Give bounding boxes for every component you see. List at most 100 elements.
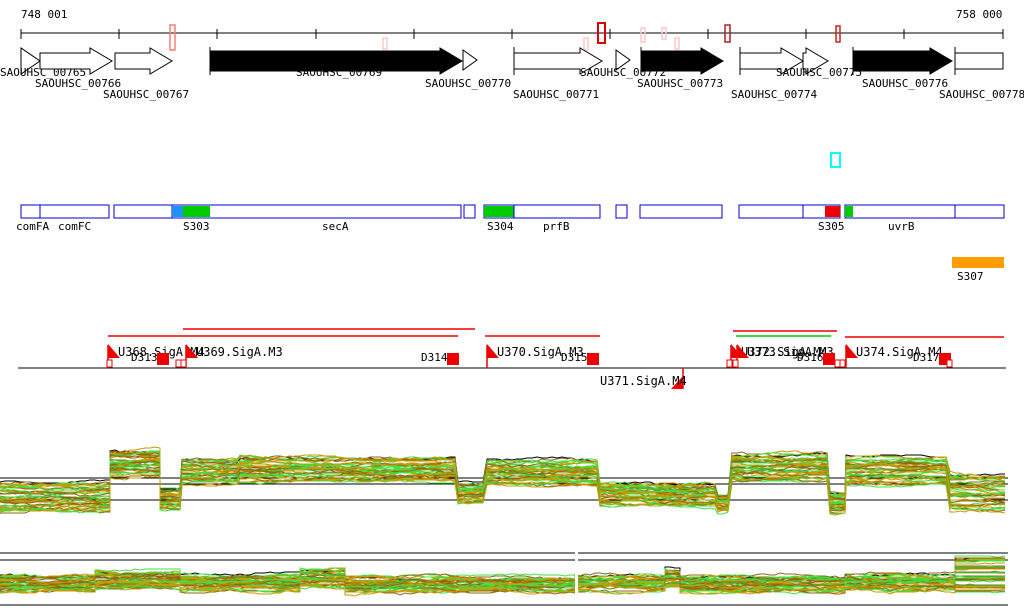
tss-base-square — [839, 359, 846, 368]
tss-flag-up[interactable] — [487, 344, 499, 358]
ruler-start-coordinate: 748 001 — [21, 8, 68, 21]
gene-arrow[interactable] — [852, 47, 953, 75]
tss-flag-up[interactable] — [108, 344, 120, 358]
tss-flag-label: U369.SigA.M3 — [196, 345, 283, 359]
feature-label: uvrB — [888, 220, 915, 233]
feature-label: S305 — [818, 220, 845, 233]
gene-label: SAOUHSC_00774 — [731, 88, 817, 101]
feature-box[interactable] — [171, 204, 462, 219]
tss-base-square — [726, 359, 733, 368]
expression-trace — [0, 476, 1006, 516]
d-marker-label: D314 — [421, 351, 448, 364]
d-marker-box[interactable] — [157, 353, 169, 365]
tss-base-square — [180, 359, 187, 368]
feature-label: secA — [322, 220, 349, 233]
feature-fill — [825, 206, 840, 217]
tss-flag-down[interactable] — [671, 376, 683, 389]
d-marker-box[interactable] — [823, 353, 835, 365]
feature-fill — [484, 206, 514, 217]
expression-panel-2 — [0, 548, 1008, 606]
feature-label: comFA — [16, 220, 49, 233]
tss-flag-label: U370.SigA.M3 — [497, 345, 584, 359]
tss-base-square — [175, 359, 182, 368]
feature-box[interactable] — [639, 204, 723, 219]
feature-fill — [845, 206, 853, 217]
expression-trace — [0, 453, 1005, 499]
gene-arrow[interactable] — [114, 47, 173, 75]
feature-track: comFA comFC S303 secA S304 prfB S305 uvrB S307 — [16, 204, 1005, 283]
tss-base-square — [946, 359, 953, 368]
d-marker-box[interactable] — [587, 353, 599, 365]
feature-box[interactable] — [844, 204, 1005, 219]
gene-arrow[interactable] — [39, 47, 113, 75]
gene-arrow[interactable] — [209, 47, 463, 75]
gene-arrow[interactable] — [739, 47, 804, 75]
tss-flag-label: U374.SigA.M4 — [856, 345, 943, 359]
d-marker-label: D315 — [561, 351, 588, 364]
gene-label: SAOUHSC_00767 — [103, 88, 189, 101]
ruler-marker — [597, 22, 606, 44]
feature-label: S304 — [487, 220, 514, 233]
tss-flag-up[interactable] — [186, 344, 198, 358]
feature-fill — [183, 206, 210, 217]
gene-label: SAOUHSC_00778 — [939, 88, 1024, 101]
feature-label: prfB — [543, 220, 570, 233]
ruler-marker — [583, 37, 589, 51]
feature-label: comFC — [58, 220, 91, 233]
feature-fill — [172, 206, 183, 217]
tss-flag-label: U368.SigA.M4 — [118, 345, 205, 359]
feature-box[interactable] — [20, 204, 110, 219]
expression-trace — [0, 449, 1005, 499]
feature-label: S307 — [957, 270, 984, 283]
expression-trace — [0, 575, 1005, 588]
gene-label: SAOUHSC_00769 — [296, 66, 382, 79]
gene-label: SAOUHSC_00766 — [35, 77, 121, 90]
expression-trace — [0, 583, 1005, 594]
gene-label: SAOUHSC_00770 — [425, 77, 511, 90]
tss-base-square — [834, 359, 841, 368]
tss-flag-label: U371.SigA.M4 — [600, 374, 687, 388]
gene-arrowhead[interactable] — [462, 49, 478, 71]
gene-arrow[interactable] — [640, 47, 724, 75]
feature-box[interactable] — [738, 204, 841, 219]
gene-track: SAOUHSC_00765SAOUHSC_00766SAOUHSC_00767S… — [0, 47, 1024, 101]
s307-box[interactable] — [952, 257, 1004, 268]
gene-label: SAOUHSC_00776 — [862, 77, 948, 90]
gene-label: SAOUHSC_00771 — [513, 88, 599, 101]
tss-flag-up[interactable] — [737, 344, 749, 358]
feature-box[interactable] — [463, 204, 476, 219]
gene-arrowhead[interactable] — [615, 49, 631, 71]
expression-trace — [0, 585, 1005, 594]
gene-arrow[interactable] — [802, 47, 829, 75]
d-marker-box[interactable] — [447, 353, 459, 365]
tss-base-square — [732, 359, 739, 368]
panel-gap — [575, 548, 578, 605]
gene-arrow[interactable] — [20, 47, 41, 75]
ruler-end-coordinate: 758 000 — [956, 8, 1003, 21]
ruler-marker — [382, 37, 388, 50]
selection-highlight — [830, 152, 841, 168]
expression-trace — [0, 471, 1006, 515]
feature-box[interactable] — [113, 204, 173, 219]
d-marker-label: D317 — [913, 351, 940, 364]
ruler-marker — [169, 24, 176, 51]
gene-label: SAOUHSC_00775 — [776, 66, 862, 79]
ruler-marker — [724, 24, 731, 43]
ruler-track — [20, 22, 1004, 51]
tss-base-square — [106, 359, 113, 368]
ruler-marker — [640, 27, 646, 43]
expression-trace — [0, 580, 1005, 595]
tss-flag-label: U372.SigA.M4 — [741, 345, 828, 359]
gene-box[interactable] — [954, 52, 1004, 70]
ruler-marker — [661, 27, 667, 40]
d-marker-label: D316 — [797, 351, 824, 364]
tss-flag-label: U373.SigA.M3 — [747, 345, 834, 359]
ruler-marker — [835, 25, 841, 43]
expression-panel-1 — [0, 446, 1008, 516]
tss-flag-up[interactable] — [846, 344, 858, 358]
feature-label: S303 — [183, 220, 210, 233]
gene-arrow[interactable] — [513, 47, 603, 75]
feature-box[interactable] — [615, 204, 628, 219]
